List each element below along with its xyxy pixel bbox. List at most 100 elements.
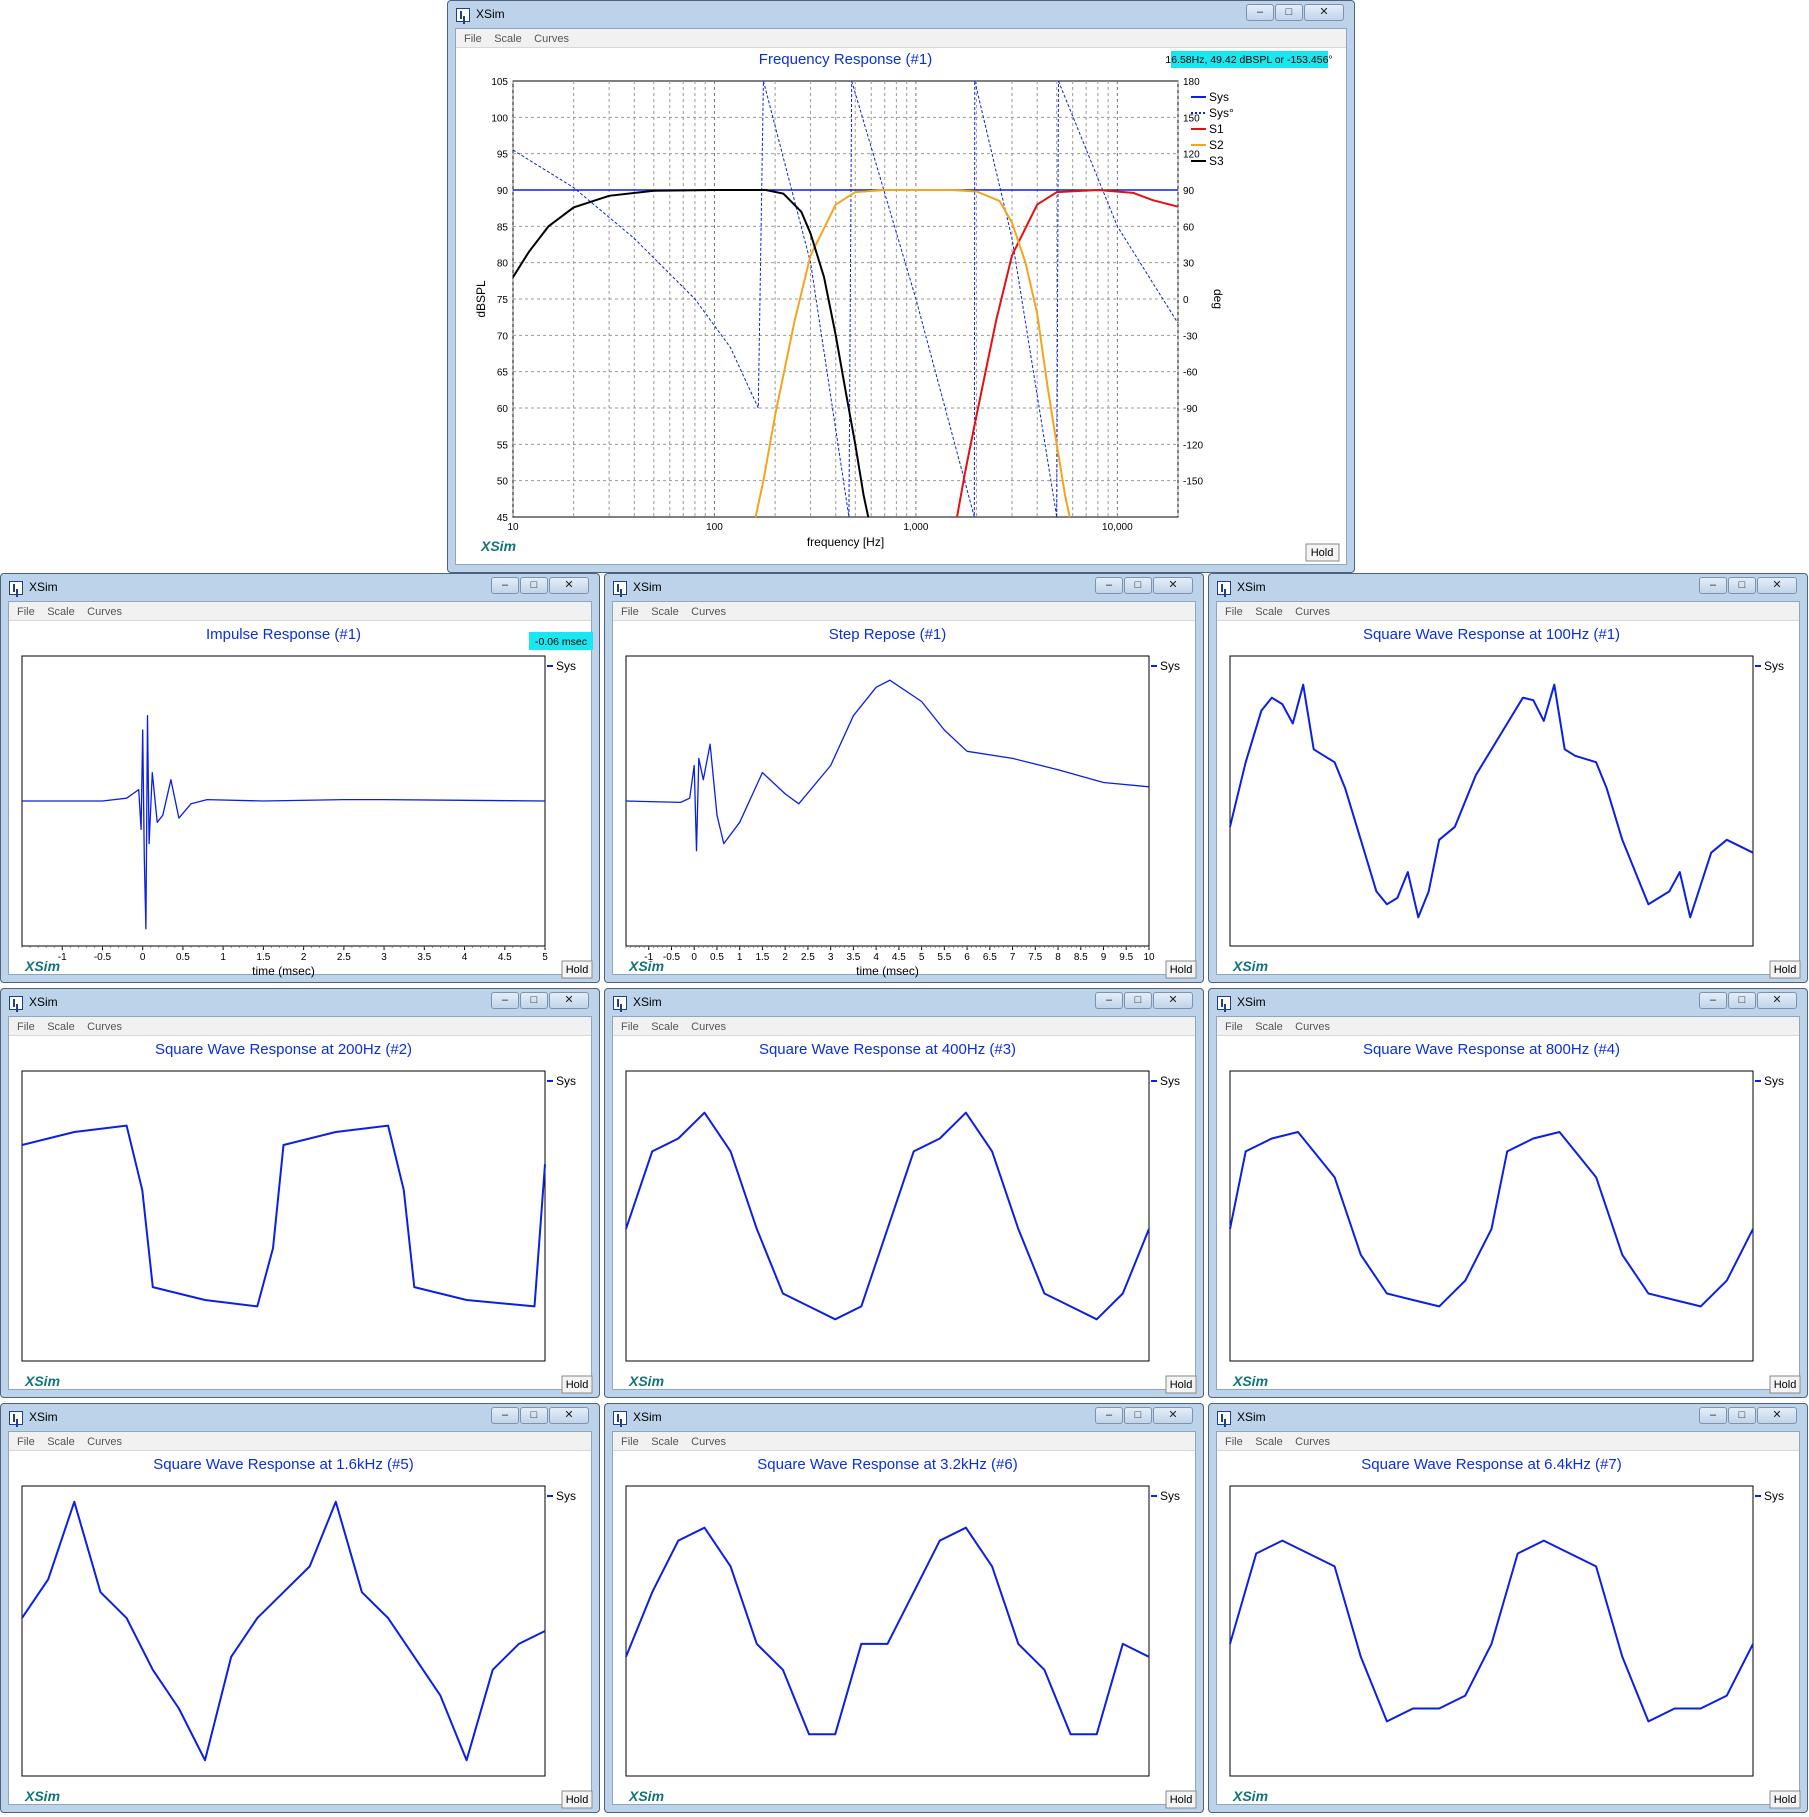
- hold-button[interactable]: [1769, 960, 1801, 979]
- menu-file[interactable]: File: [621, 1436, 639, 1448]
- menu-curves[interactable]: Curves: [1295, 1021, 1331, 1033]
- menu-curves[interactable]: Curves: [87, 1021, 123, 1033]
- square-wave-chart[interactable]: Square Wave Response at 6.4kHz (#7) Sys XS…: [1217, 1450, 1803, 1812]
- titlebar[interactable]: XSim – □ ✕: [1, 574, 599, 601]
- menu-scale[interactable]: Scale: [651, 606, 679, 618]
- square-wave-chart[interactable]: Square Wave Response at 1.6kHz (#5) Sys XS…: [9, 1450, 595, 1812]
- y2-tick-label: -60: [1183, 368, 1198, 379]
- square-wave-chart[interactable]: Square Wave Response at 200Hz (#2) Sys XSi…: [9, 1035, 595, 1397]
- titlebar[interactable]: XSim – □ ✕: [1209, 574, 1807, 601]
- maximize-button[interactable]: □: [1124, 577, 1152, 594]
- menu-scale[interactable]: Scale: [47, 1021, 75, 1033]
- close-button[interactable]: ✕: [1757, 577, 1797, 594]
- maximize-button[interactable]: □: [1124, 1407, 1152, 1424]
- minimize-button[interactable]: –: [491, 1407, 519, 1424]
- hold-button[interactable]: [1769, 1790, 1801, 1809]
- menu-file[interactable]: File: [621, 606, 639, 618]
- menu-file[interactable]: File: [17, 606, 35, 618]
- menu-curves[interactable]: Curves: [691, 1021, 727, 1033]
- menu-file[interactable]: File: [621, 1021, 639, 1033]
- close-button[interactable]: ✕: [1757, 1407, 1797, 1424]
- maximize-button[interactable]: □: [520, 992, 548, 1009]
- maximize-button[interactable]: □: [1728, 1407, 1756, 1424]
- titlebar[interactable]: XSim – □ ✕: [605, 1404, 1203, 1431]
- menu-scale[interactable]: Scale: [651, 1436, 679, 1448]
- square-wave-chart[interactable]: Square Wave Response at 3.2kHz (#6) Sys XS…: [613, 1450, 1199, 1812]
- hold-button[interactable]: [561, 1790, 593, 1809]
- menu-curves[interactable]: Curves: [1295, 606, 1331, 618]
- minimize-button[interactable]: –: [1095, 1407, 1123, 1424]
- minimize-button[interactable]: –: [1699, 1407, 1727, 1424]
- minimize-button[interactable]: –: [491, 577, 519, 594]
- maximize-button[interactable]: □: [1728, 992, 1756, 1009]
- close-button[interactable]: ✕: [549, 992, 589, 1009]
- hold-button[interactable]: [1769, 1375, 1801, 1394]
- close-button[interactable]: ✕: [1153, 1407, 1193, 1424]
- maximize-button[interactable]: □: [1728, 577, 1756, 594]
- menu-curves[interactable]: Curves: [691, 1436, 727, 1448]
- x-tick-label: 4.5: [892, 952, 906, 963]
- titlebar[interactable]: XSim – □ ✕: [605, 989, 1203, 1016]
- menu-file[interactable]: File: [1225, 1021, 1243, 1033]
- close-button[interactable]: ✕: [1304, 4, 1344, 21]
- menu-scale[interactable]: Scale: [47, 1436, 75, 1448]
- close-button[interactable]: ✕: [549, 577, 589, 594]
- minimize-button[interactable]: –: [1095, 577, 1123, 594]
- menu-scale[interactable]: Scale: [1255, 606, 1283, 618]
- square-wave-chart[interactable]: Square Wave Response at 100Hz (#1) Sys XSi…: [1217, 620, 1803, 982]
- titlebar[interactable]: XSim – □ ✕: [605, 574, 1203, 601]
- x-tick-label: 5.5: [937, 952, 951, 963]
- menu-file[interactable]: File: [17, 1021, 35, 1033]
- titlebar[interactable]: XSim – □ ✕: [1209, 989, 1807, 1016]
- menu-scale[interactable]: Scale: [47, 606, 75, 618]
- legend-entry: Sys°: [1209, 106, 1234, 120]
- maximize-button[interactable]: □: [520, 1407, 548, 1424]
- frequency-response-chart[interactable]: Frequency Response (#1) 16.58Hz, 49.42 dB…: [456, 47, 1348, 567]
- menu-file[interactable]: File: [1225, 606, 1243, 618]
- menu-curves[interactable]: Curves: [1295, 1436, 1331, 1448]
- menu-scale[interactable]: Scale: [1255, 1436, 1283, 1448]
- minimize-button[interactable]: –: [1699, 577, 1727, 594]
- menu-file[interactable]: File: [464, 33, 482, 45]
- minimize-button[interactable]: –: [1246, 4, 1274, 21]
- impulse-response-chart[interactable]: Impulse Response (#1) -0.06 msec -1 -0.5 0 0.…: [9, 620, 595, 982]
- menu-scale[interactable]: Scale: [494, 33, 522, 45]
- step-response-chart[interactable]: Step Repose (#1) -1 -0.5 0 0.5 1 1.5 2 2.5 3 3.5 4 4…: [613, 620, 1199, 982]
- menu-curves[interactable]: Curves: [691, 606, 727, 618]
- square-wave-chart[interactable]: Square Wave Response at 800Hz (#4) Sys XSi…: [1217, 1035, 1803, 1397]
- menu-scale[interactable]: Scale: [651, 1021, 679, 1033]
- menu-scale[interactable]: Scale: [1255, 1021, 1283, 1033]
- menu-curves[interactable]: Curves: [87, 1436, 123, 1448]
- minimize-button[interactable]: –: [491, 992, 519, 1009]
- close-button[interactable]: ✕: [549, 1407, 589, 1424]
- titlebar[interactable]: XSim – □ ✕: [1, 1404, 599, 1431]
- hold-button[interactable]: [1305, 543, 1340, 562]
- x-tick-label: 3: [381, 952, 387, 963]
- menu-curves[interactable]: Curves: [534, 33, 570, 45]
- minimize-button[interactable]: –: [1699, 992, 1727, 1009]
- hold-button[interactable]: [1165, 1375, 1197, 1394]
- plot-frame: [625, 1070, 1150, 1362]
- titlebar[interactable]: XSim – □ ✕: [448, 1, 1354, 28]
- menu-file[interactable]: File: [1225, 1436, 1243, 1448]
- menu-curves[interactable]: Curves: [87, 606, 123, 618]
- hold-button[interactable]: [1165, 1790, 1197, 1809]
- hold-button[interactable]: [561, 960, 593, 979]
- maximize-button[interactable]: □: [1124, 992, 1152, 1009]
- maximize-button[interactable]: □: [1275, 4, 1303, 21]
- client-area: File Scale Curves Square Wave Response a…: [8, 1016, 593, 1394]
- close-button[interactable]: ✕: [1153, 992, 1193, 1009]
- x-tick-label: 0: [140, 952, 146, 963]
- close-button[interactable]: ✕: [1153, 577, 1193, 594]
- hold-button[interactable]: [561, 1375, 593, 1394]
- hold-button[interactable]: [1165, 960, 1197, 979]
- maximize-button[interactable]: □: [520, 577, 548, 594]
- hold-button-label: Hold: [1774, 1379, 1797, 1391]
- close-button[interactable]: ✕: [1757, 992, 1797, 1009]
- titlebar[interactable]: XSim – □ ✕: [1, 989, 599, 1016]
- y-tick-label: 95: [497, 150, 509, 161]
- square-wave-chart[interactable]: Square Wave Response at 400Hz (#3) Sys XSi…: [613, 1035, 1199, 1397]
- titlebar[interactable]: XSim – □ ✕: [1209, 1404, 1807, 1431]
- menu-file[interactable]: File: [17, 1436, 35, 1448]
- minimize-button[interactable]: –: [1095, 992, 1123, 1009]
